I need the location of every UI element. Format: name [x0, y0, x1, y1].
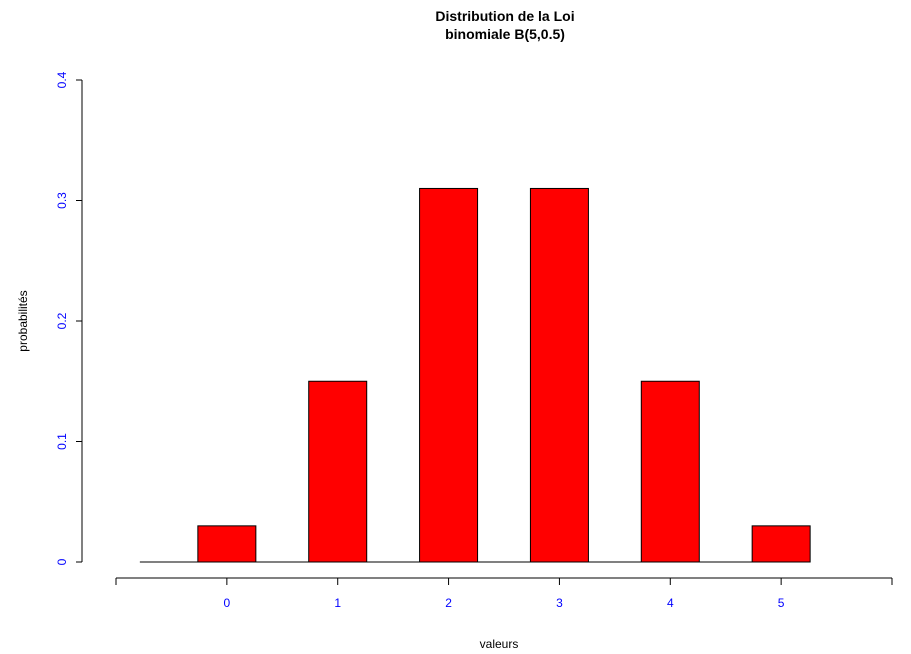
x-tick-label: 0: [224, 596, 231, 610]
chart-title-line-1: Distribution de la Loi: [435, 8, 574, 24]
x-tick-label: 4: [667, 596, 674, 610]
bar-0: [197, 525, 257, 563]
y-tick-label: 0.4: [55, 71, 69, 88]
x-tick-label: 5: [778, 596, 785, 610]
x-tick-label: 1: [334, 596, 341, 610]
x-tick-label: 2: [445, 596, 452, 610]
bar-3: [529, 187, 589, 563]
chart-title-line-2: binomiale B(5,0.5): [445, 26, 565, 42]
bars: [139, 187, 811, 563]
x-axis-label: valeurs: [480, 637, 519, 651]
x-tick-label: 3: [556, 596, 563, 610]
y-tick-label: 0.2: [55, 312, 69, 329]
x-axis: 0 1 2 3 4 5: [115, 577, 893, 610]
y-axis-label: probabilités: [16, 290, 30, 351]
bar-5: [751, 525, 811, 563]
bar-1: [308, 380, 368, 563]
y-tick-label: 0.3: [55, 192, 69, 209]
y-tick-label: 0.1: [55, 433, 69, 450]
bar-2: [419, 187, 479, 563]
y-axis: 0 0.1 0.2 0.3 0.4: [55, 71, 83, 565]
y-tick-label: 0: [55, 558, 69, 565]
bar-4: [640, 380, 700, 563]
